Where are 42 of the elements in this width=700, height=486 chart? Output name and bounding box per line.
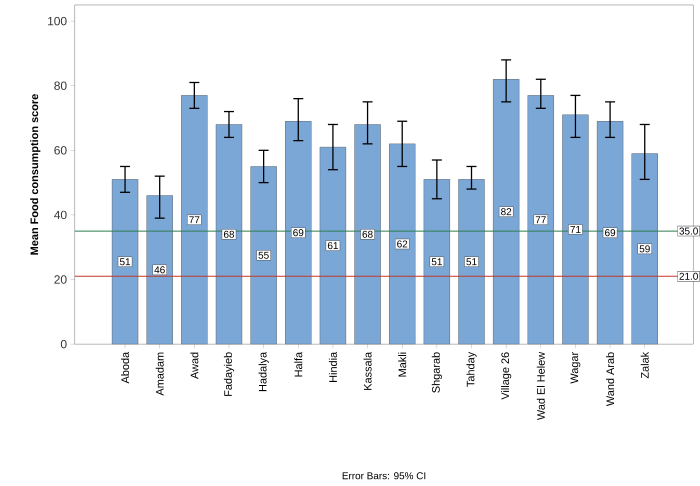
x-tick-label: Wand Arab — [606, 352, 614, 406]
data-label: 51 — [432, 258, 442, 266]
data-label: 46 — [154, 266, 165, 274]
data-label: 77 — [536, 216, 546, 224]
y-tick-label: 40 — [54, 210, 67, 220]
x-tick-label: Fadayieb — [224, 352, 234, 396]
y-tick-label: 80 — [54, 82, 67, 90]
y-tick-label: 60 — [54, 146, 67, 155]
x-tick-label: Zalak — [640, 352, 649, 378]
x-tick-label: Halfa — [294, 352, 302, 377]
x-tick-label: Amadam — [156, 352, 164, 396]
x-tick-label: Tahday — [466, 352, 477, 387]
data-label: 69 — [293, 229, 304, 236]
x-tick-label: Aboda — [121, 352, 130, 384]
x-tick-label: Awad — [190, 352, 198, 380]
data-label: 62 — [397, 240, 408, 248]
x-tick-label: Hindia — [328, 352, 337, 382]
x-tick-label: Makli — [398, 352, 406, 377]
y-tick-label: 20 — [54, 275, 67, 284]
x-tick-label: Shgarab — [432, 352, 442, 393]
text: Error Bars: 95% CI — [342, 472, 426, 480]
y-tick-label: 100 — [48, 17, 67, 26]
ref-line-label: 35.0 — [679, 228, 698, 235]
y-axis-title: Mean Food consumption score — [30, 94, 40, 255]
data-label: 77 — [189, 216, 200, 224]
data-label: 51 — [466, 258, 477, 266]
ref-line-label: 21.0 — [679, 272, 698, 280]
data-label: 71 — [570, 226, 580, 233]
data-label: 69 — [605, 229, 616, 236]
data-label: 51 — [120, 258, 130, 266]
x-tick-label: Wad El Helew — [536, 352, 545, 420]
x-tick-label: Hadalya — [258, 352, 269, 392]
data-label: 82 — [501, 208, 512, 216]
data-label: 59 — [640, 245, 650, 252]
data-label: 61 — [328, 242, 338, 250]
x-tick-label: Village 26 — [501, 352, 512, 400]
data-label: 68 — [224, 230, 234, 238]
x-tick-label: Kassala — [364, 352, 372, 390]
y-tick-label: 0 — [60, 340, 67, 348]
data-label: 68 — [362, 230, 373, 238]
x-tick-label: Wagar — [570, 352, 580, 384]
data-label: 55 — [258, 252, 269, 259]
